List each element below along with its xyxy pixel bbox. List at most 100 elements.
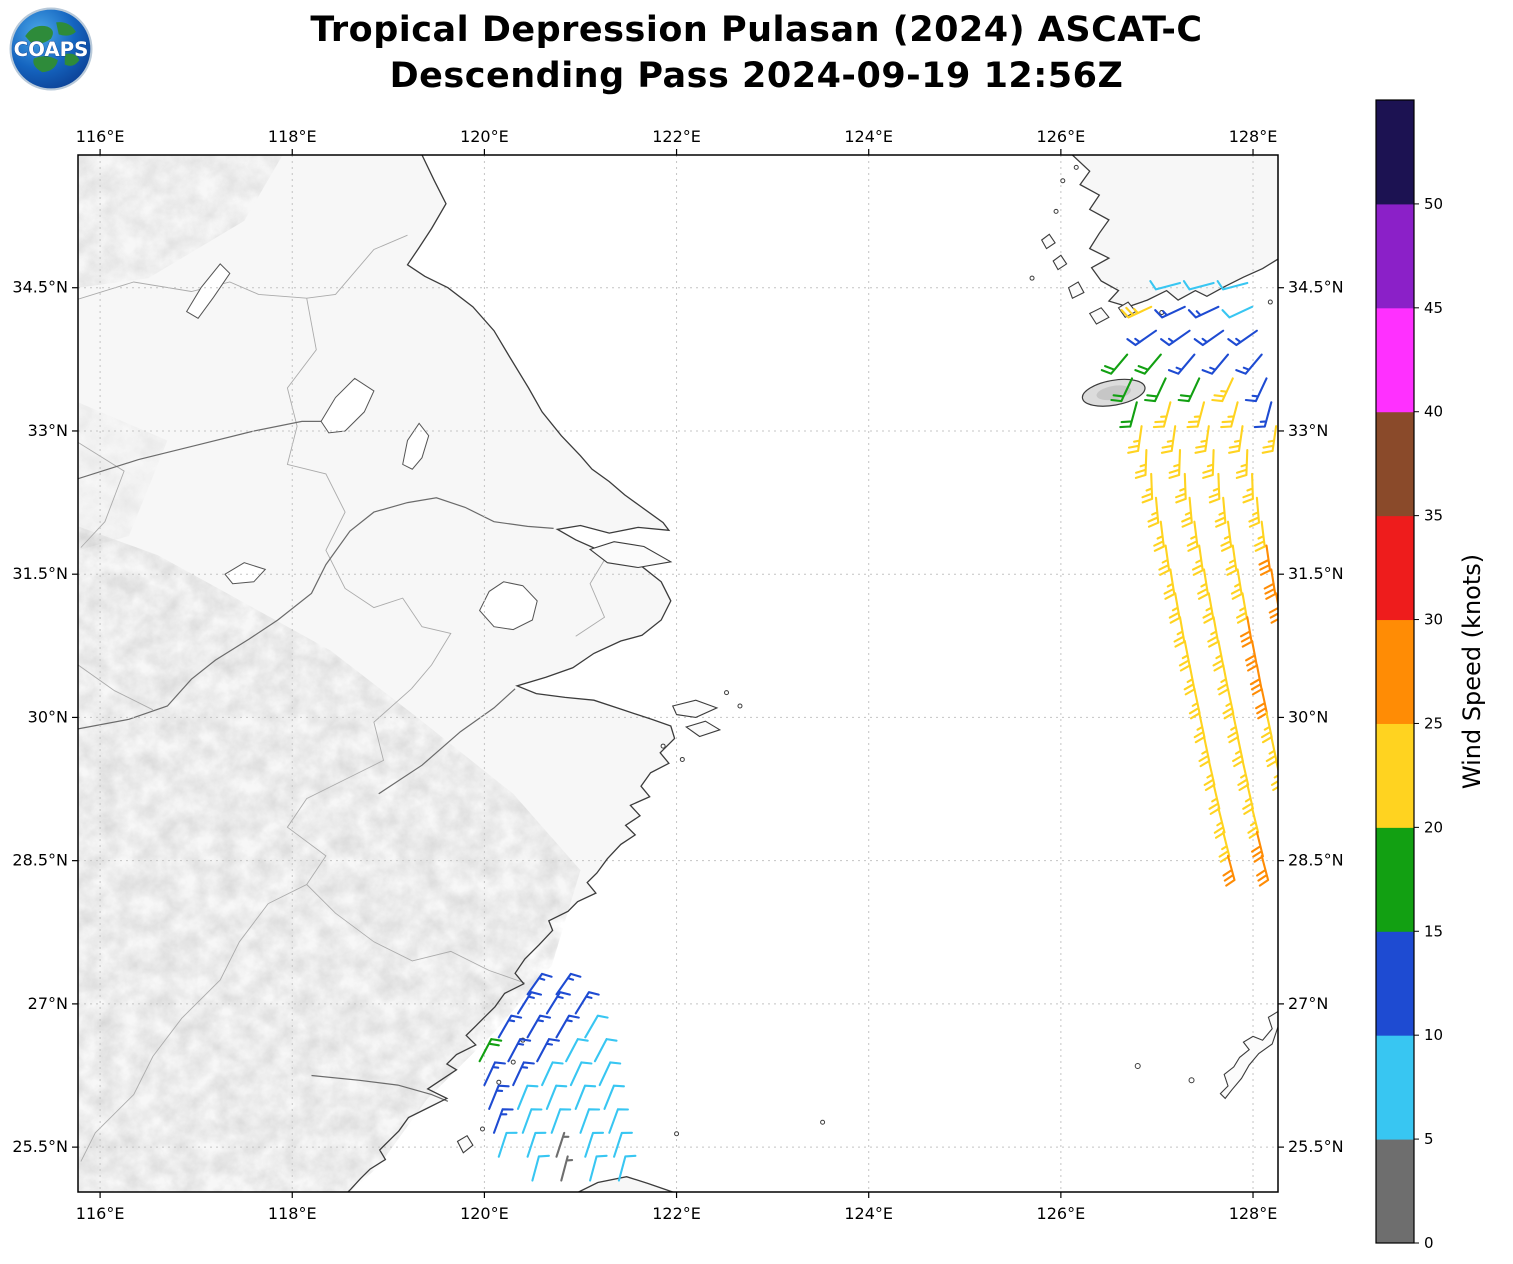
colorbar-tick-label: 35	[1424, 507, 1443, 525]
wind-barb	[1153, 520, 1165, 552]
wind-barb	[1253, 401, 1273, 429]
colorbar-segment	[1376, 619, 1414, 724]
island-speck	[820, 1119, 826, 1125]
lat-tick-label-left: 31.5°N	[12, 564, 68, 583]
wind-barb	[1160, 329, 1191, 347]
wind-barb	[1265, 735, 1278, 768]
wind-barb	[1217, 663, 1230, 696]
lat-tick-label-left: 34.5°N	[12, 278, 68, 297]
island-speck	[1053, 208, 1059, 214]
wind-barb	[1237, 759, 1250, 792]
colorbar-tick-label: 25	[1424, 714, 1443, 732]
lat-tick-label-right: 34.5°N	[1288, 278, 1344, 297]
coastline-mainland	[347, 155, 676, 1192]
lon-tick-label-bottom: 116°E	[76, 1204, 125, 1223]
wind-barb	[1260, 711, 1273, 744]
wind-barb	[1263, 568, 1277, 600]
wind-barb	[1253, 520, 1266, 552]
wind-barb	[1201, 353, 1230, 375]
land-korea	[1072, 155, 1278, 307]
colorbar-segment	[1376, 931, 1414, 1036]
wind-barb	[1134, 353, 1162, 375]
wind-barb	[1202, 592, 1215, 624]
wind-barb	[1256, 854, 1270, 887]
wind-barb	[545, 991, 571, 1015]
wind-barb	[488, 1084, 510, 1110]
lat-tick-label-right: 30°N	[1288, 707, 1328, 726]
wind-barb	[1261, 425, 1278, 454]
island-speck	[679, 756, 685, 762]
coaps-logo: COAPS	[8, 6, 94, 92]
colorbar-frame	[1375, 99, 1415, 1244]
globe-landmass	[64, 53, 80, 66]
wind-barb	[1216, 280, 1249, 291]
globe-landmass	[25, 25, 53, 44]
wind-barb	[1144, 377, 1167, 403]
colorbar-segment	[1376, 515, 1414, 621]
globe-landmass	[33, 56, 58, 73]
lat-tick-label-left: 25.5°N	[12, 1137, 68, 1156]
wind-barb	[1227, 329, 1258, 347]
wind-barb	[608, 1108, 629, 1134]
wind-barb	[1220, 520, 1233, 552]
wind-barb	[1212, 639, 1225, 672]
wind-barb	[550, 1108, 572, 1134]
island	[588, 541, 673, 569]
colorbar-tick-label: 0	[1424, 1234, 1434, 1252]
wind-barb	[617, 1154, 637, 1182]
island-speck	[737, 703, 743, 709]
wind-barb	[555, 972, 582, 996]
wind-barb	[1268, 592, 1278, 624]
colorbar: 0 5 10 15 20 25 30 35 40 45 50 Wind Speed (knots)	[1375, 99, 1486, 1252]
lat-tick-label-left: 28.5°N	[12, 851, 68, 870]
wind-barb	[1163, 568, 1176, 600]
lon-tick-label-bottom: 126°E	[1037, 1204, 1086, 1223]
colorbar-segment	[1376, 203, 1414, 309]
wind-barb	[1152, 401, 1172, 429]
wind-barb	[603, 1084, 625, 1110]
wind-barb	[1175, 472, 1187, 504]
wind-barb	[1218, 830, 1231, 863]
wind-barb	[531, 1154, 550, 1182]
wind-barb	[1235, 449, 1249, 479]
province-boundary	[78, 234, 408, 300]
wind-barb	[1186, 520, 1199, 552]
wind-barb	[1227, 711, 1240, 744]
wind-barb	[1222, 687, 1235, 720]
colorbar-tick-label: 10	[1424, 1026, 1443, 1044]
lat-tick-label-right: 33°N	[1288, 421, 1328, 440]
wind-barb	[1193, 329, 1225, 347]
wind-barb	[1211, 377, 1234, 403]
lat-tick-label-left: 33°N	[28, 421, 68, 440]
terrain-shading	[78, 155, 283, 288]
island-speck	[1188, 1077, 1195, 1084]
wind-barb	[521, 1108, 543, 1134]
wind-barb	[541, 1061, 564, 1087]
wind-barb	[574, 1084, 597, 1110]
wind-barb	[492, 1108, 514, 1134]
wind-barb	[593, 1038, 618, 1063]
lon-tick-label-bottom: 128°E	[1229, 1204, 1278, 1223]
province-boundary	[575, 559, 606, 637]
map-area: 116°E 116°E 118°E 118°E 120°E 120°E 122°E 122°E…	[12, 127, 1343, 1223]
wind-barb	[1186, 401, 1206, 429]
wind-barb	[565, 1038, 589, 1063]
wind-barb	[584, 1014, 609, 1039]
island-speck	[1134, 1062, 1141, 1069]
wind-barb	[1168, 449, 1182, 479]
province-boundary	[286, 298, 452, 690]
lake	[320, 377, 375, 434]
island-speck	[1060, 178, 1066, 184]
lake	[185, 263, 231, 319]
colorbar-tick-label: 30	[1424, 611, 1443, 629]
wind-barb	[584, 1131, 605, 1158]
wind-barb	[1208, 472, 1221, 504]
figure-title: Tropical Depression Pulasan (2024) ASCAT…	[0, 8, 1513, 99]
wind-barb	[1147, 496, 1160, 528]
wind-barb	[516, 1084, 539, 1110]
wind-barb	[574, 991, 600, 1015]
wind-barb	[1120, 305, 1153, 319]
wind-barb	[613, 1131, 633, 1158]
wind-barb	[1242, 472, 1254, 504]
